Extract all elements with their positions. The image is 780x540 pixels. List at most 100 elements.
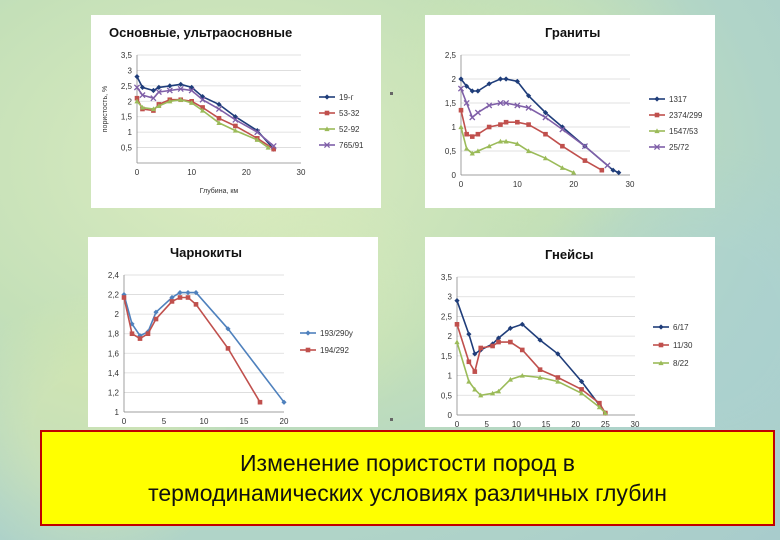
data-point [537,367,543,372]
data-point [193,290,199,296]
data-point [469,88,475,94]
data-point [486,102,493,109]
legend-label: 2374/299 [669,111,703,120]
data-point [169,294,175,301]
series-line [136,98,269,149]
data-point [134,74,140,80]
y-tick-label: 0 [452,171,457,180]
data-point [458,107,464,113]
y-tick-label: 2,2 [108,291,120,300]
chart-basic-ultrabasic: Основные, ультраосновные 0,5 1 1,5 2 2,5 3 3,5 0… [102,25,364,195]
data-point [560,143,565,149]
chart-granites: Граниты 0 0,5 1 1,5 2 2,5 0 10 20 30 1317 2374/299 15… [445,25,703,189]
legend-marker [658,324,664,330]
data-point [495,388,502,394]
data-point [616,170,622,176]
series-line [460,78,620,174]
legend-marker [305,347,311,353]
data-point [543,131,548,137]
data-point [469,134,475,139]
data-point [454,322,460,327]
data-point [281,399,287,405]
data-point [178,97,184,102]
y-tick-label: 2,5 [445,51,457,60]
data-point [490,343,495,349]
data-point [133,84,141,91]
series-line [136,86,275,147]
legend-label: 19-г [339,93,354,102]
x-tick-label: 10 [200,417,209,426]
x-tick-label: 0 [459,180,464,189]
series-6/17 [454,298,608,416]
data-point [134,95,140,101]
data-point [454,298,460,304]
data-point [582,158,588,163]
data-point [139,92,146,99]
data-point [497,138,504,144]
y-tick-label: 2 [452,75,457,84]
data-point [155,88,162,96]
y-tick-label: 1,5 [445,99,457,108]
data-point [153,316,159,322]
data-point [497,76,504,82]
legend-label: 194/292 [320,346,349,355]
y-tick-label: 1 [128,128,133,137]
chart-panel-granites: Граниты 0 0,5 1 1,5 2 2,5 0 10 20 30 1317 2374/299 15… [425,15,715,208]
decorative-dot [390,418,393,421]
legend-marker [653,143,661,151]
legend-label: 1317 [669,95,687,104]
series-2374/299 [458,107,605,173]
x-tick-label: 15 [542,420,551,427]
data-point [599,167,605,173]
data-point [200,107,206,113]
data-point [559,165,565,170]
series-765/91 [133,84,277,150]
data-point [177,85,184,93]
data-point [469,114,476,121]
y-tick-label: 0,5 [441,391,453,400]
chart-gneisses: Гнейсы 0 0,5 1 1,5 2 2,5 3 3,5 0 5 10 15 20 25 30 6/17 11… [441,247,693,427]
data-point [604,162,611,169]
data-point [519,347,525,353]
data-point [497,99,504,107]
data-point [466,359,472,365]
x-tick-label: 0 [455,420,460,427]
data-point [503,138,509,144]
x-tick-label: 10 [513,180,522,189]
y-tick-label: 1 [452,123,457,132]
data-point [503,99,510,107]
y-tick-label: 1 [115,408,120,417]
y-tick-label: 0 [448,411,453,420]
data-point [265,144,271,150]
series-52-92 [134,97,271,150]
data-point [200,105,205,110]
x-tick-label: 10 [512,420,521,427]
data-point [458,76,464,82]
chart-charnockites: Чарнокиты 1 1,2 1,4 1,6 1,8 2 2,2 2,4 0 5 10 15 20 193… [108,245,353,426]
x-tick-label: 20 [280,417,289,426]
x-axis-label: Глубина, км [200,187,239,195]
data-point [526,148,532,154]
data-point [145,331,151,337]
legend-marker [323,141,331,149]
legend-label: 52-92 [339,125,360,134]
x-tick-label: 15 [240,417,249,426]
x-tick-label: 20 [242,168,251,177]
data-point [464,146,470,151]
data-point [139,84,146,90]
legend-label: 11/30 [673,341,693,350]
data-point [478,392,484,398]
data-point [457,85,465,92]
x-tick-label: 30 [626,180,635,189]
data-point [475,131,481,137]
data-point [474,109,481,116]
series-line [460,110,603,171]
data-point [271,146,276,152]
y-tick-label: 1,2 [108,388,120,397]
chart-title: Основные, ультраосновные [109,25,292,40]
data-point [177,290,183,296]
legend-label: 25/72 [669,143,690,152]
data-point [597,400,602,406]
legend-label: 1547/53 [669,127,698,136]
x-tick-label: 20 [571,420,580,427]
